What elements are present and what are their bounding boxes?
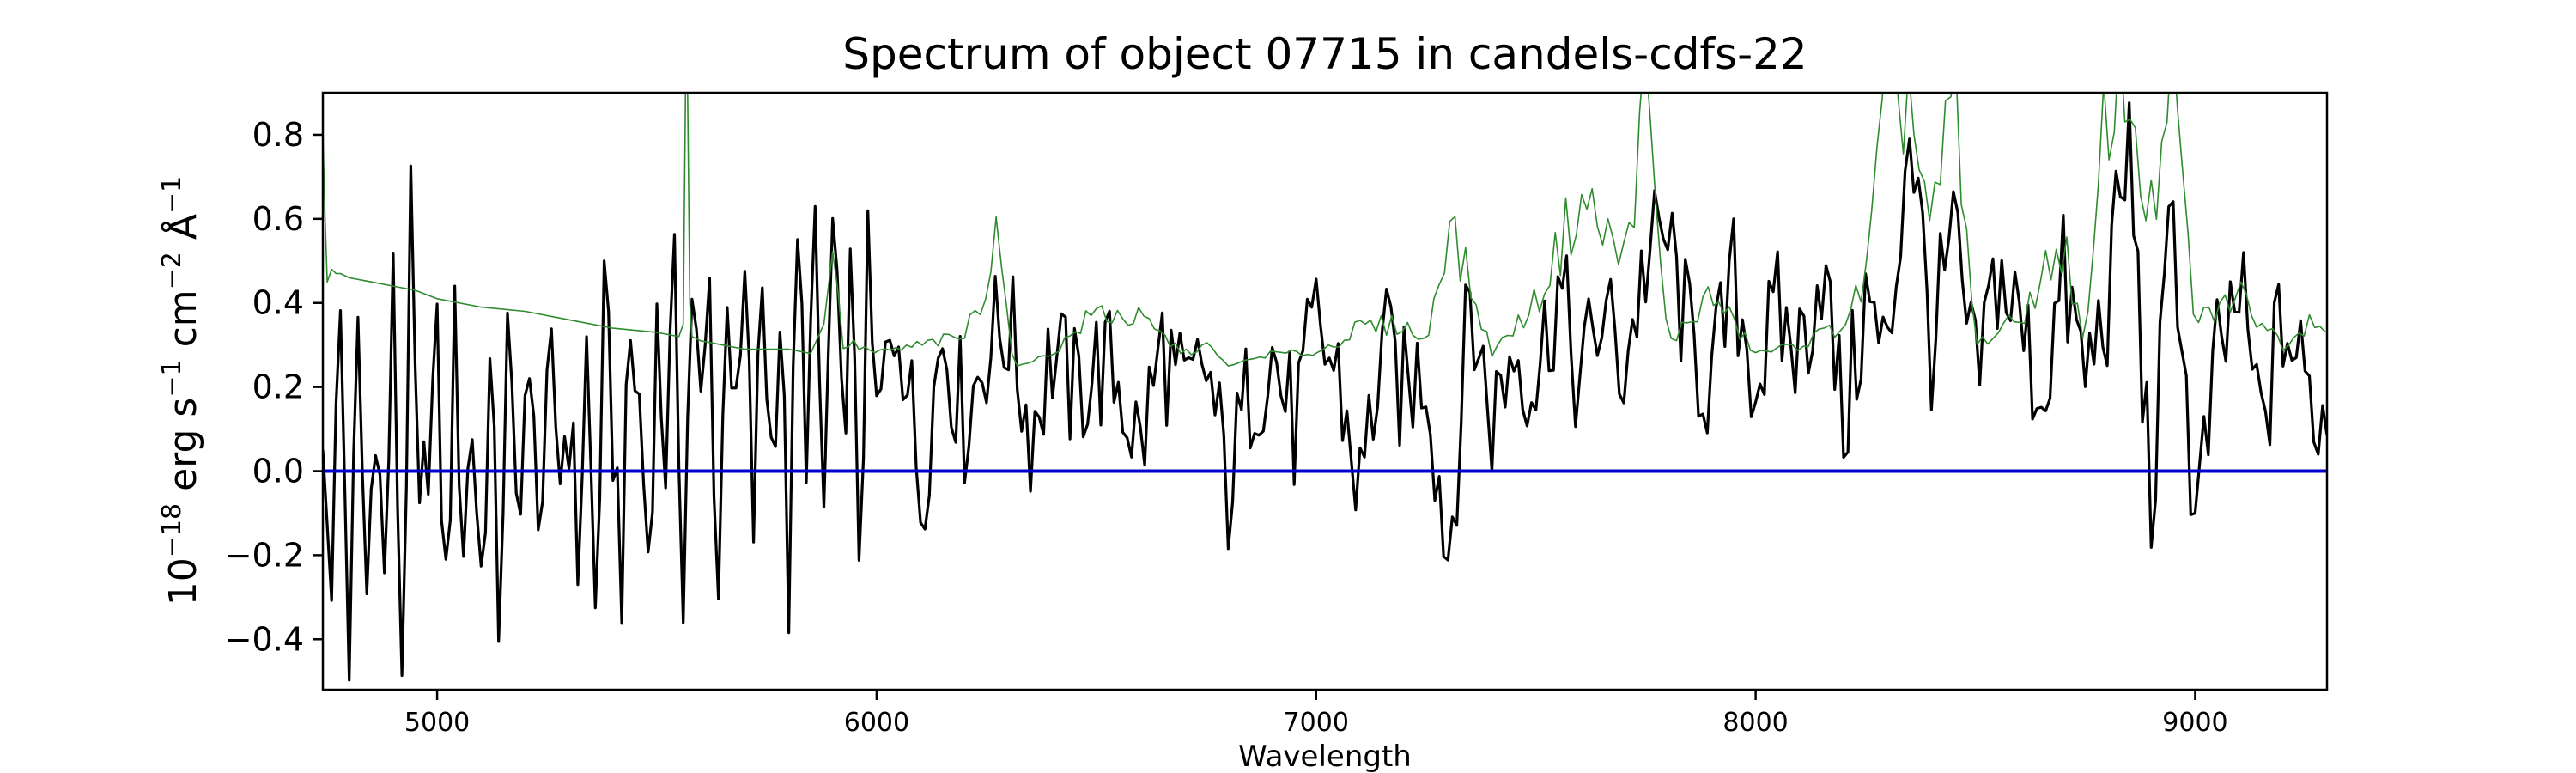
plot-frame bbox=[321, 91, 2329, 691]
y-axis: −0.4 −0.2 0.0 0.2 0.4 0.6 0.8 bbox=[225, 116, 323, 658]
x-axis: 5000 6000 7000 8000 9000 bbox=[404, 690, 2228, 738]
y-label-base: 10 bbox=[161, 557, 205, 606]
y-tick-label: 0.8 bbox=[252, 116, 304, 154]
y-tick-label: −0.4 bbox=[225, 620, 304, 658]
flux-series-line bbox=[323, 101, 2327, 682]
y-axis-label: 10−18 erg s−1 cm−2 Å−1 bbox=[157, 176, 205, 606]
y-label-erg: erg s bbox=[161, 398, 205, 503]
y-tick-label: 0.0 bbox=[252, 452, 304, 490]
y-label-exp-cm: −2 bbox=[157, 252, 187, 289]
y-tick-label: 0.4 bbox=[252, 284, 304, 322]
y-label-exp-angstrom: −1 bbox=[157, 176, 187, 214]
y-label-exp-s: −1 bbox=[157, 359, 187, 397]
x-tick-label: 7000 bbox=[1284, 708, 1349, 738]
y-label-angstrom: Å bbox=[160, 214, 205, 252]
y-tick-label: −0.2 bbox=[225, 536, 304, 574]
x-tick-label: 5000 bbox=[404, 708, 470, 738]
y-tick-label: 0.2 bbox=[252, 368, 304, 406]
chart-title: Spectrum of object 07715 in candels-cdfs… bbox=[842, 29, 1807, 79]
error-series-line bbox=[323, 93, 2326, 367]
x-tick-label: 9000 bbox=[2162, 708, 2227, 738]
y-tick-label: 0.6 bbox=[252, 200, 304, 238]
x-tick-label: 6000 bbox=[844, 708, 909, 738]
y-label-exp-base: −18 bbox=[157, 503, 187, 557]
plot-area bbox=[321, 91, 2329, 691]
series-layer bbox=[323, 93, 2327, 682]
y-label-cm: cm bbox=[161, 289, 205, 359]
x-tick-label: 8000 bbox=[1722, 708, 1788, 738]
x-axis-label: Wavelength bbox=[1238, 740, 1412, 773]
